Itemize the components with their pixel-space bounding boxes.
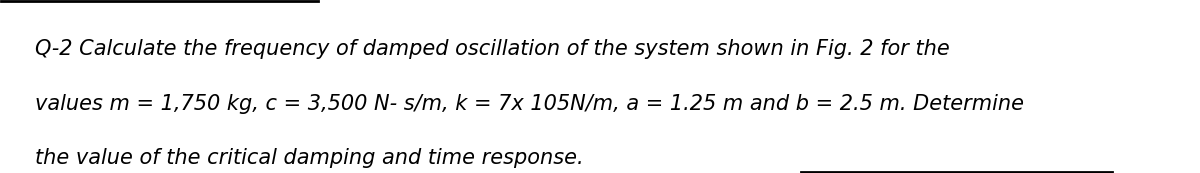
Text: values m = 1,750 kg, c = 3,500 N- s/m, k = 7x 105N/m, a = 1.25 m and b = 2.5 m. : values m = 1,750 kg, c = 3,500 N- s/m, k… [35,94,1024,113]
Text: Q-2 Calculate the frequency of damped oscillation of the system shown in Fig. 2 : Q-2 Calculate the frequency of damped os… [35,39,949,59]
Text: the value of the critical damping and time response.: the value of the critical damping and ti… [35,148,583,168]
